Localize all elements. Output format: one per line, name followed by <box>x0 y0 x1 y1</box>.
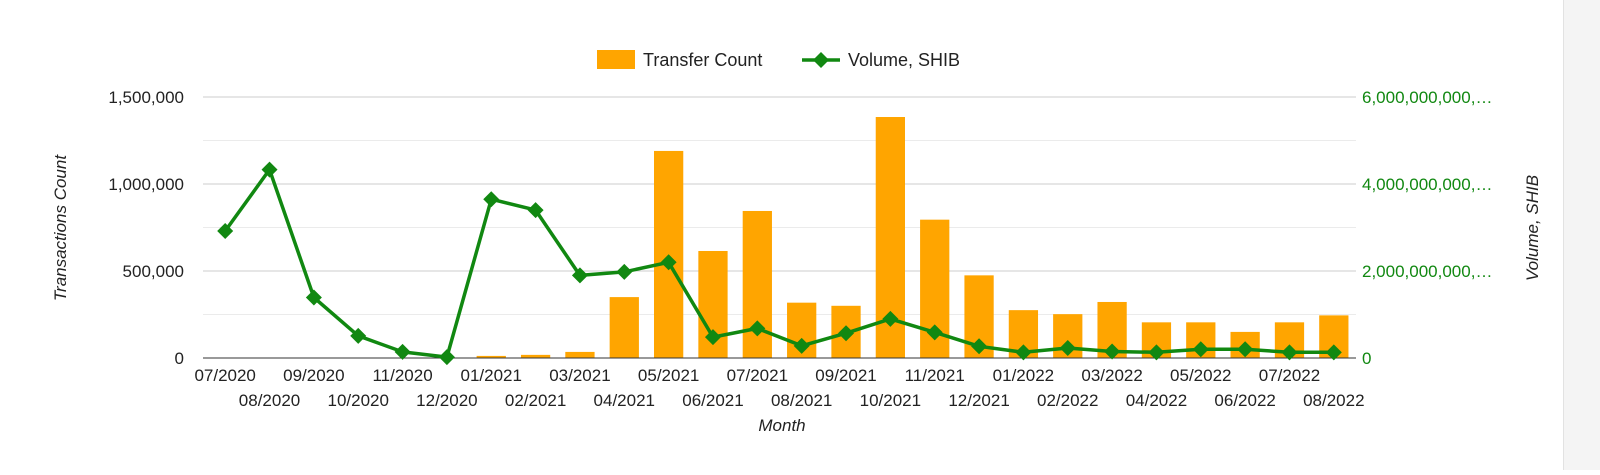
x-tick-label: 10/2020 <box>327 391 388 410</box>
volume-point-08-2022 <box>1325 344 1342 361</box>
x-tick-label: 06/2022 <box>1214 391 1275 410</box>
x-tick-label: 11/2021 <box>905 366 965 385</box>
volume-point-04-2021 <box>616 263 633 280</box>
y-axis-title: Transactions Count <box>51 154 70 301</box>
y2-tick-label: 6,000,000,000,… <box>1362 88 1492 107</box>
x-tick-label: 06/2021 <box>682 391 743 410</box>
legend-label-transfer-count: Transfer Count <box>643 50 762 70</box>
x-tick-label: 04/2021 <box>594 391 655 410</box>
x-tick-label: 02/2022 <box>1037 391 1098 410</box>
volume-point-08-2020 <box>261 161 278 178</box>
x-tick-label: 07/2022 <box>1259 366 1320 385</box>
volume-point-11-2020 <box>394 343 411 360</box>
x-tick-label: 12/2021 <box>948 391 1009 410</box>
bar-series <box>476 117 1349 358</box>
x-tick-label: 12/2020 <box>416 391 477 410</box>
y-tick-label: 0 <box>175 349 184 368</box>
line-series <box>217 161 1342 366</box>
volume-point-04-2022 <box>1148 344 1165 361</box>
volume-point-05-2022 <box>1192 341 1209 358</box>
volume-point-12-2020 <box>438 349 455 366</box>
legend-label-volume: Volume, SHIB <box>848 50 960 70</box>
volume-point-07-2022 <box>1281 344 1298 361</box>
volume-point-06-2022 <box>1237 341 1254 358</box>
gridlines <box>203 96 1356 315</box>
legend-swatch-transfer-count <box>597 50 635 69</box>
x-tick-label: 04/2022 <box>1126 391 1187 410</box>
y-tick-label: 1,000,000 <box>108 175 184 194</box>
right-axis-ticks: 0 2,000,000,000,… 4,000,000,000,… 6,000,000… <box>1362 88 1492 368</box>
volume-point-09-2020 <box>305 289 322 306</box>
x-tick-label: 11/2020 <box>372 366 432 385</box>
window-scrollbar-edge <box>1563 0 1600 470</box>
volume-point-03-2022 <box>1104 343 1121 360</box>
x-tick-label: 08/2022 <box>1303 391 1364 410</box>
legend-marker-volume <box>813 52 829 68</box>
volume-point-02-2021 <box>527 202 544 219</box>
volume-point-01-2021 <box>483 191 500 208</box>
x-tick-label: 07/2020 <box>194 366 255 385</box>
legend: Transfer Count Volume, SHIB <box>597 50 960 70</box>
volume-point-11-2021 <box>926 324 943 341</box>
volume-point-09-2021 <box>838 325 855 342</box>
volume-point-12-2021 <box>971 338 988 355</box>
volume-point-07-2020 <box>217 222 234 239</box>
volume-point-10-2020 <box>350 327 367 344</box>
y2-axis-title: Volume, SHIB <box>1523 175 1542 281</box>
x-tick-label: 01/2021 <box>461 366 522 385</box>
x-axis-ticks: 07/2020 08/2020 09/2020 10/2020 11/2020 12/20… <box>194 366 1364 410</box>
x-tick-label: 02/2021 <box>505 391 566 410</box>
volume-point-02-2022 <box>1059 339 1076 356</box>
bar-01-2021 <box>476 355 506 358</box>
x-tick-label: 07/2021 <box>727 366 788 385</box>
x-tick-label: 09/2021 <box>815 366 876 385</box>
x-tick-label: 03/2021 <box>549 366 610 385</box>
volume-point-10-2021 <box>882 310 899 327</box>
x-tick-label: 08/2020 <box>239 391 300 410</box>
x-axis-title: Month <box>758 416 805 435</box>
x-tick-label: 03/2022 <box>1081 366 1142 385</box>
volume-point-08-2021 <box>793 337 810 354</box>
volume-point-06-2021 <box>704 329 721 346</box>
volume-point-05-2021 <box>660 254 677 271</box>
y-tick-label: 500,000 <box>123 262 184 281</box>
y2-tick-label: 4,000,000,000,… <box>1362 175 1492 194</box>
bar-02-2021 <box>520 354 551 358</box>
bar-04-2021 <box>609 297 639 358</box>
volume-point-01-2022 <box>1015 344 1032 361</box>
x-tick-label: 10/2021 <box>860 391 921 410</box>
left-axis-ticks: 0 500,000 1,000,000 1,500,000 <box>108 88 184 368</box>
x-tick-label: 09/2020 <box>283 366 344 385</box>
y2-tick-label: 2,000,000,000,… <box>1362 262 1492 281</box>
bar-03-2021 <box>565 351 595 358</box>
x-tick-label: 08/2021 <box>771 391 832 410</box>
y2-tick-label: 0 <box>1362 349 1371 368</box>
x-tick-label: 01/2022 <box>993 366 1054 385</box>
y-tick-label: 1,500,000 <box>108 88 184 107</box>
x-tick-label: 05/2021 <box>638 366 699 385</box>
volume-point-03-2021 <box>571 267 588 284</box>
volume-point-07-2021 <box>749 320 766 337</box>
x-tick-label: 05/2022 <box>1170 366 1231 385</box>
